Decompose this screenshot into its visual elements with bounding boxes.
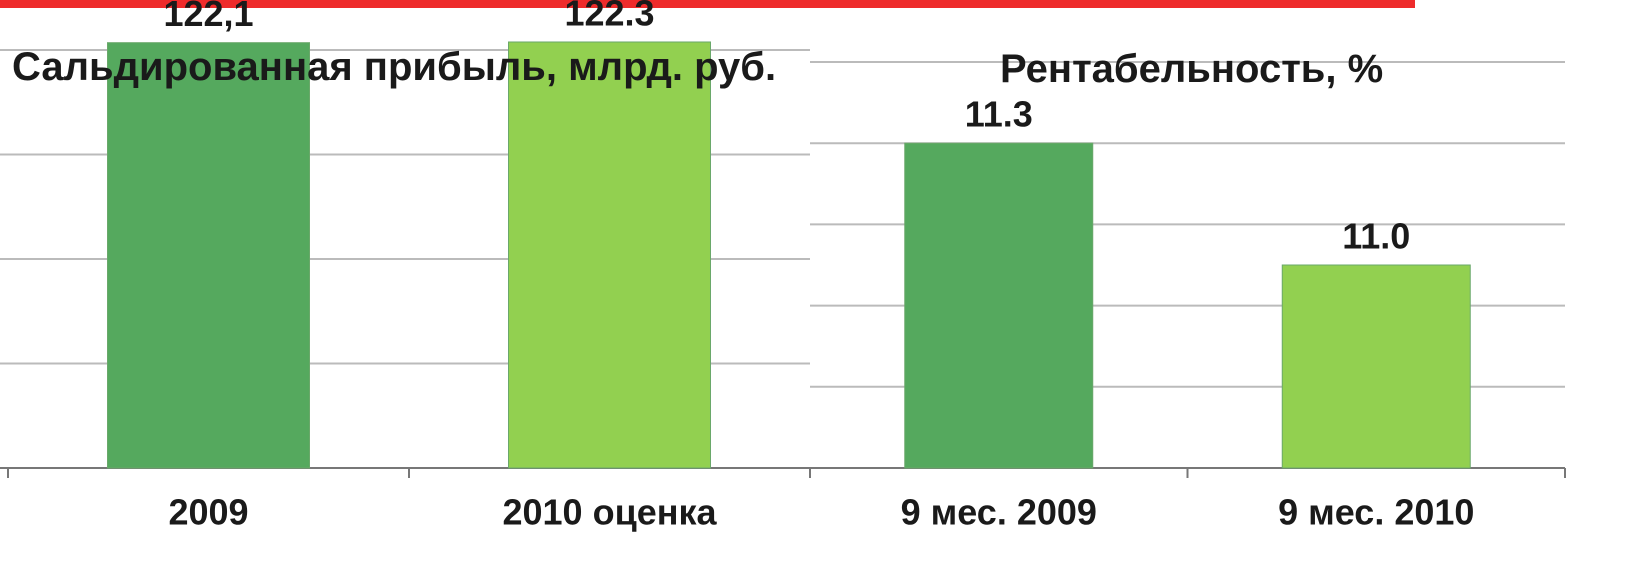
x-tick-label: 2009 xyxy=(168,492,248,533)
bar xyxy=(107,42,310,469)
x-tick-label: 9 мес. 2010 xyxy=(1278,492,1474,533)
bar xyxy=(508,41,711,469)
bar xyxy=(1281,264,1471,469)
x-tick-label: 2010 оценка xyxy=(502,492,717,533)
value-label: 11.0 xyxy=(1342,216,1410,257)
value-label: 11.3 xyxy=(965,94,1033,135)
value-label: 122.3 xyxy=(564,0,654,34)
chart-title: Рентабельность, % xyxy=(1000,47,1384,91)
chart-title: Сальдированная прибыль, млрд. руб. xyxy=(12,45,777,89)
bar xyxy=(904,142,1094,469)
x-tick-label: 9 мес. 2009 xyxy=(901,492,1097,533)
value-label: 122,1 xyxy=(163,0,253,34)
top-stripe xyxy=(0,0,1415,8)
